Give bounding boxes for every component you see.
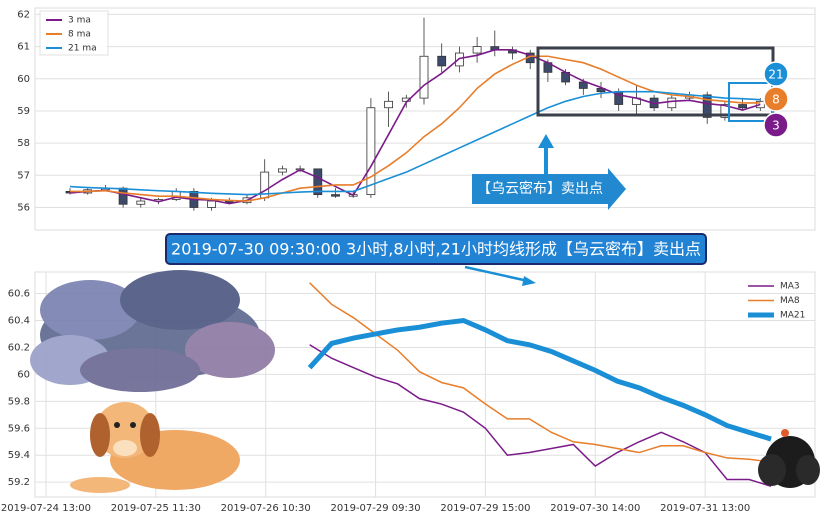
candle-body xyxy=(331,194,340,197)
x-tick-label: 2019-07-31 13:00 xyxy=(660,503,750,514)
ma-line xyxy=(309,344,772,487)
y-tick-label: 57 xyxy=(17,170,30,181)
annotation-arrow xyxy=(464,265,529,283)
y-tick-label: 59 xyxy=(17,106,30,117)
x-tick-label: 2019-07-26 10:30 xyxy=(221,503,311,514)
candle-body xyxy=(667,97,677,109)
candle-body xyxy=(384,100,394,109)
y-tick-label: 59.4 xyxy=(8,450,30,461)
y-tick-label: 60.2 xyxy=(8,342,30,353)
y-tick-label: 60.4 xyxy=(8,316,30,327)
annotation-banner xyxy=(165,233,707,265)
y-tick-label: 62 xyxy=(17,9,30,20)
marker-circle xyxy=(763,61,789,87)
top-plot-area xyxy=(34,7,816,231)
y-tick-label: 60 xyxy=(17,74,30,85)
x-tick-label: 2019-07-29 09:30 xyxy=(331,503,421,514)
candle-body xyxy=(419,55,429,99)
marker-label: 8 xyxy=(772,93,780,107)
legend-label: 3 ma xyxy=(68,16,91,26)
x-tick-label: 2019-07-24 13:00 xyxy=(1,503,91,514)
bomb-cloud-decoration xyxy=(758,429,820,488)
y-tick-label: 60.6 xyxy=(8,289,30,300)
x-tick-label: 2019-07-30 14:00 xyxy=(550,503,640,514)
y-tick-label: 60 xyxy=(17,369,30,380)
cloud-decoration xyxy=(30,270,275,392)
candle-body xyxy=(578,81,588,89)
x-tick-label: 2019-07-29 15:00 xyxy=(440,503,530,514)
marker-circle xyxy=(763,112,789,138)
ma-line xyxy=(69,90,761,196)
ma-line xyxy=(70,55,761,202)
candle-body xyxy=(366,107,376,196)
ma-line xyxy=(69,49,761,205)
marker-label: 21 xyxy=(768,68,783,82)
y-tick-label: 58 xyxy=(17,138,30,149)
candle-body xyxy=(596,88,606,93)
annotation-text: 2019-07-30 09:30:00 3小时,8小时,21小时均线形成【乌云密… xyxy=(171,240,701,259)
legend-label: MA3 xyxy=(780,282,800,292)
legend-label: 8 ma xyxy=(68,30,91,40)
y-tick-label: 59.6 xyxy=(8,423,30,434)
marker-circle xyxy=(763,86,789,112)
signal-arrow-head xyxy=(538,134,554,148)
candle-body xyxy=(738,104,747,109)
candle-body xyxy=(207,200,217,208)
y-tick-label: 59.2 xyxy=(8,477,30,488)
signal-label-box xyxy=(472,168,626,210)
dog-decoration xyxy=(70,402,240,493)
y-tick-label: 56 xyxy=(17,202,30,213)
candle-body xyxy=(136,200,146,205)
annotation-arrow-head xyxy=(522,276,536,286)
y-tick-label: 61 xyxy=(17,42,30,53)
candle-body xyxy=(313,168,323,196)
candle-body xyxy=(437,55,447,67)
x-tick-label: 2019-07-25 11:30 xyxy=(111,503,201,514)
legend-label: MA21 xyxy=(780,311,805,321)
legend-label: MA8 xyxy=(780,296,800,306)
candle-body xyxy=(118,187,128,205)
marker-label: 3 xyxy=(772,119,780,133)
candle-body xyxy=(277,168,287,173)
candle-body xyxy=(702,94,712,118)
ma-line xyxy=(307,317,772,442)
y-tick-label: 59.8 xyxy=(8,396,30,407)
legend-label: 21 ma xyxy=(68,44,97,54)
candle-body xyxy=(472,46,482,54)
ma-line xyxy=(309,282,772,463)
signal-label: 【乌云密布】卖出点 xyxy=(477,180,603,197)
